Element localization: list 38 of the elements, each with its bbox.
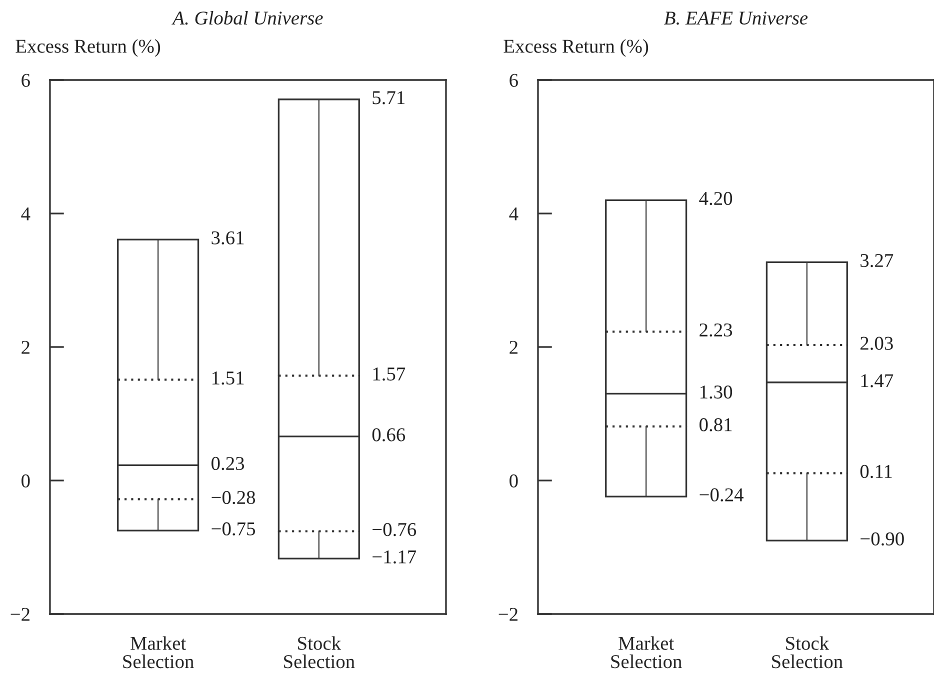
annotation: −0.90 xyxy=(860,532,904,546)
chart-title: A. Global Universe xyxy=(172,10,323,25)
annotation: −1.17 xyxy=(372,550,416,564)
annotation: 1.57 xyxy=(373,368,406,381)
y-tick-label: 0 xyxy=(22,474,30,488)
annotation: 0.23 xyxy=(212,456,244,470)
y-tick-label: 0 xyxy=(510,474,518,488)
y-axis-title: Excess Return (%) xyxy=(504,39,648,57)
x-tick-label: Stock Selection xyxy=(772,636,843,668)
annotation: 1.51 xyxy=(212,372,244,385)
y-tick-label: −2 xyxy=(498,608,518,621)
annotation: −0.24 xyxy=(700,488,744,502)
annotation: 2.23 xyxy=(700,323,732,337)
y-tick-label: 6 xyxy=(22,74,30,87)
annotation: 2.03 xyxy=(860,336,893,350)
annotation: 0.11 xyxy=(860,464,892,478)
y-tick-label: 4 xyxy=(21,207,30,220)
y-tick-label: 2 xyxy=(510,340,518,354)
y-tick-label: 4 xyxy=(509,207,518,220)
y-tick-label: −2 xyxy=(10,608,30,621)
y-axis-title: Excess Return (%) xyxy=(16,39,160,57)
annotation: 0.66 xyxy=(372,428,406,442)
annotation: 3.27 xyxy=(860,254,894,268)
y-tick-label: 6 xyxy=(510,74,518,87)
annotation: 5.71 xyxy=(372,91,404,104)
annotation: 1.47 xyxy=(861,374,894,388)
x-tick-label: Stock Selection xyxy=(284,636,355,668)
x-tick-label: Market Selection xyxy=(123,636,194,668)
annotation: 4.20 xyxy=(699,192,732,206)
chart-title: B. EAFE Universe xyxy=(664,12,808,25)
annotation: −0.28 xyxy=(212,490,256,504)
x-tick-label: Market Selection xyxy=(611,636,682,668)
annotation: −0.76 xyxy=(372,522,416,536)
annotation: 1.30 xyxy=(700,385,732,399)
annotation: −0.75 xyxy=(212,522,256,536)
y-tick-label: 2 xyxy=(22,340,30,354)
annotation: 3.61 xyxy=(212,231,244,244)
annotation: 0.81 xyxy=(700,418,732,432)
